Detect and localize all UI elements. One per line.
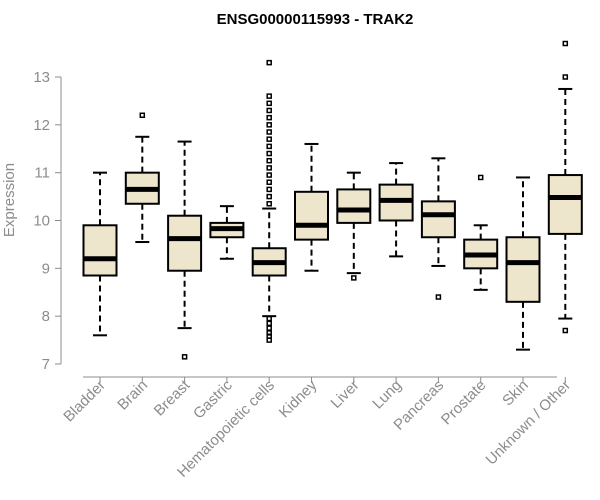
x-category-label: Kidney — [276, 376, 321, 421]
y-tick-label: 10 — [33, 213, 50, 230]
box-body — [294, 190, 329, 241]
outlier-point — [139, 112, 146, 119]
outlier-point — [266, 136, 272, 142]
outlier-point — [562, 74, 569, 80]
axes: 7 8 9 10 11 12 13 — [33, 69, 566, 383]
box-hematopoietic-cells — [251, 59, 287, 343]
box-brain — [124, 112, 160, 244]
box-lung — [378, 162, 414, 258]
outlier-point — [562, 40, 569, 47]
outlier-point — [266, 172, 272, 178]
box-skin — [505, 176, 541, 351]
box-liver — [336, 171, 372, 281]
x-category-label: Bladder — [60, 377, 109, 426]
box-body — [547, 174, 583, 235]
outlier-point — [477, 174, 484, 181]
box-body — [167, 214, 203, 272]
box-body — [505, 236, 541, 303]
y-tick-label: 9 — [42, 260, 50, 277]
box-bladder — [82, 171, 118, 337]
y-tick-label: 7 — [42, 356, 50, 373]
box-unknown-other — [547, 40, 583, 334]
box-body — [420, 200, 456, 239]
outlier-point — [266, 150, 272, 157]
outlier-point — [266, 129, 272, 135]
outlier-point — [266, 157, 272, 164]
y-axis-label: Expression — [1, 163, 18, 237]
outlier-point — [266, 165, 272, 171]
outlier-point — [266, 315, 272, 322]
y-tick-label: 12 — [33, 117, 50, 134]
outlier-point — [266, 186, 272, 193]
outlier-point — [266, 107, 272, 114]
y-tick-label: 11 — [34, 165, 50, 182]
y-tick-label: 8 — [42, 308, 50, 325]
outlier-point — [266, 201, 272, 207]
outlier-point — [266, 325, 272, 331]
outlier-point — [181, 354, 188, 360]
x-category-label: Skin — [499, 377, 532, 410]
outlier-point — [266, 179, 272, 185]
outlier-point — [351, 275, 357, 281]
outlier-point — [266, 320, 272, 327]
chart-title: ENSG00000115993 - TRAK2 — [217, 11, 414, 28]
boxes — [82, 40, 583, 360]
outlier-point — [266, 193, 272, 200]
box-kidney — [294, 142, 329, 272]
x-category-label: Breast — [151, 376, 194, 419]
x-category-label: Lung — [369, 377, 405, 413]
x-category-label: Liver — [328, 377, 363, 412]
outlier-point — [266, 93, 272, 99]
outlier-point — [266, 122, 272, 128]
y-tick-label: 13 — [33, 69, 50, 86]
box-body — [336, 188, 372, 224]
x-category-label: Brain — [114, 377, 151, 414]
box-breast — [167, 140, 203, 360]
outlier-point — [266, 114, 272, 121]
outlier-point — [435, 294, 442, 300]
x-category-label: Prostate — [438, 377, 490, 429]
outlier-point — [266, 330, 272, 336]
outlier-point — [266, 100, 272, 107]
outlier-point — [562, 327, 569, 334]
box-body — [82, 224, 118, 277]
box-gastric — [209, 205, 245, 260]
box-prostate — [463, 174, 499, 291]
box-pancreas — [420, 157, 456, 300]
outlier-point — [266, 143, 272, 150]
outlier-point — [266, 59, 272, 66]
